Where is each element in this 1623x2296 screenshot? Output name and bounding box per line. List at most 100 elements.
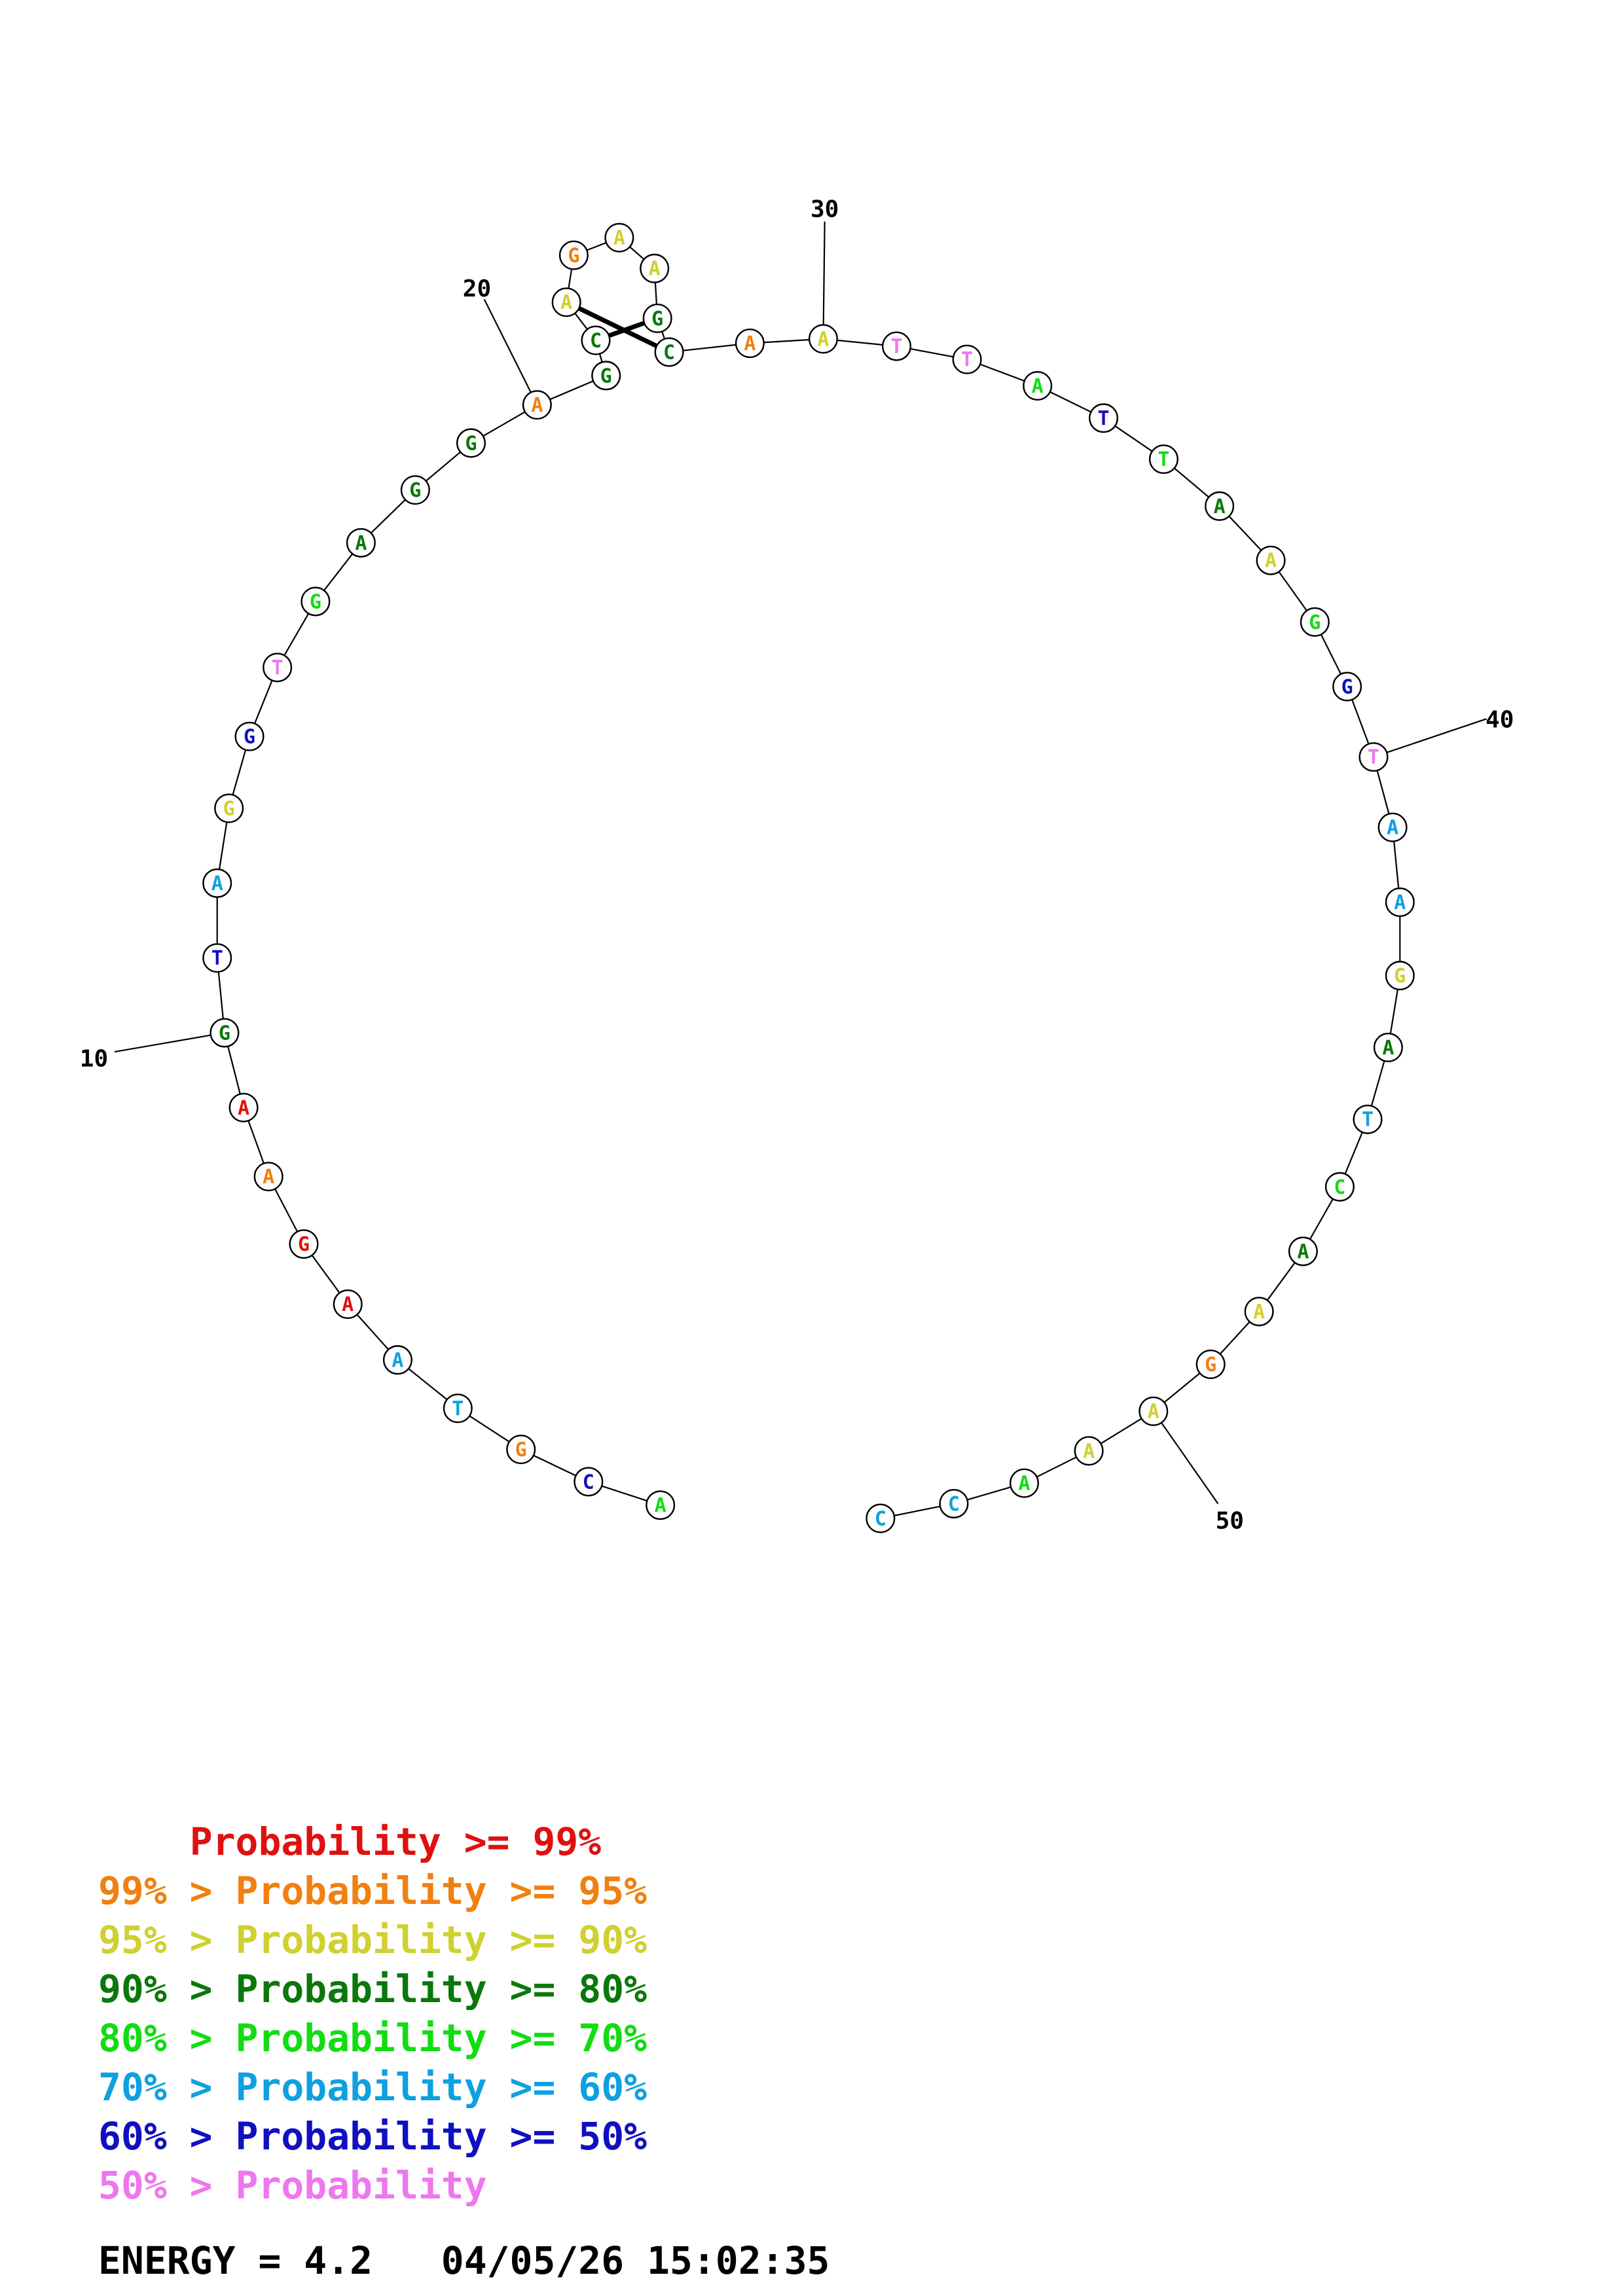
nucleotide-circle	[1385, 961, 1415, 991]
nucleotide: G	[1332, 672, 1362, 702]
nucleotide-circle	[1205, 491, 1235, 521]
nucleotide: T	[202, 943, 232, 973]
nucleotide: G	[642, 303, 672, 333]
nucleotide: A	[253, 1162, 283, 1192]
nucleotide: A	[808, 324, 838, 354]
legend-label: Probability >= 99%	[189, 1820, 602, 1864]
nucleotide-base: T	[890, 335, 902, 358]
nucleotide-base: G	[600, 365, 612, 387]
nucleotide-circle	[882, 331, 911, 361]
nucleotide: A	[522, 390, 552, 420]
nucleotide-base: A	[238, 1097, 249, 1120]
nucleotide-circle	[551, 287, 581, 317]
nucleotide-base: G	[409, 479, 421, 502]
nucleotide: A	[1205, 491, 1235, 521]
nucleotide: A	[1373, 1032, 1403, 1062]
nucleotide-circle	[234, 721, 264, 751]
legend-row: 50% > Probability	[98, 2166, 487, 2204]
nucleotide-base: A	[560, 291, 572, 314]
nucleotide-circle	[1256, 545, 1286, 575]
nucleotide: T	[1353, 1104, 1383, 1134]
nucleotide-base: T	[1098, 407, 1110, 430]
legend-prefix: 90% >	[98, 1967, 236, 2011]
position-label: 10	[80, 1046, 108, 1073]
nucleotide-base: A	[1382, 1037, 1394, 1060]
nucleotide-base: G	[219, 1022, 230, 1045]
nucleotide-circle	[1244, 1297, 1274, 1327]
nucleotide-circle	[253, 1162, 283, 1192]
nucleotide-base: A	[1083, 1440, 1095, 1463]
nucleotide: A	[735, 328, 765, 358]
nucleotide-base: T	[1362, 1109, 1374, 1132]
nucleotide: G	[456, 428, 486, 458]
nucleotide-base: C	[948, 1493, 960, 1516]
nucleotide-base: A	[1297, 1240, 1309, 1263]
legend-prefix: 50% >	[98, 2163, 236, 2208]
nucleotide-circle	[866, 1503, 896, 1534]
nucleotide: A	[228, 1092, 259, 1122]
nucleotide: G	[289, 1229, 319, 1259]
position-label: 20	[463, 276, 491, 302]
nucleotide-circle	[400, 475, 430, 505]
nucleotide: A	[1074, 1436, 1104, 1466]
nucleotide: T	[1089, 403, 1119, 433]
nucleotide-circle	[456, 428, 486, 458]
nucleotide-base: C	[1334, 1176, 1345, 1199]
nucleotide-base: A	[211, 872, 223, 895]
nucleotide: G	[1385, 961, 1415, 991]
nucleotide-base: G	[244, 726, 255, 749]
nucleotide-circle	[1377, 812, 1408, 842]
nucleotide: A	[646, 1490, 676, 1520]
nucleotide-base: T	[452, 1397, 464, 1420]
nucleotide: T	[263, 653, 293, 683]
nucleotide-base: A	[1253, 1300, 1265, 1323]
legend-label: Probability >= 50%	[235, 2114, 647, 2159]
position-label: 50	[1216, 1508, 1244, 1535]
nucleotide-base: A	[531, 394, 543, 417]
nucleotide-circle	[522, 390, 552, 420]
nucleotide-circle	[1139, 1396, 1169, 1426]
nucleotide: C	[939, 1488, 969, 1518]
legend-row: Probability >= 99%	[98, 1820, 602, 1864]
legend-label: Probability >= 95%	[235, 1869, 647, 1913]
nucleotide-circle	[333, 1289, 363, 1319]
legend-row: 70% > Probability >= 60%	[98, 2068, 647, 2106]
legend-prefix: 70% >	[98, 2065, 236, 2109]
nucleotide-circle	[1010, 1468, 1039, 1498]
nucleotide-base: G	[310, 590, 321, 613]
nucleotide: G	[591, 361, 621, 391]
nucleotide-base: G	[1341, 675, 1353, 698]
nucleotide-base: A	[817, 328, 829, 351]
nucleotide: G	[301, 586, 331, 617]
nucleotide: C	[1324, 1172, 1355, 1202]
nucleotide: A	[202, 868, 232, 898]
nucleotide-circle	[346, 528, 376, 558]
nucleotide-circle	[1089, 403, 1119, 433]
nucleotide-circle	[591, 361, 621, 391]
nucleotide-base: A	[355, 532, 367, 555]
legend-row: 80% > Probability >= 70%	[98, 2019, 647, 2057]
nucleotide-base: C	[590, 330, 602, 353]
legend-label: Probability >= 90%	[235, 1918, 647, 1962]
nucleotide-base: G	[1205, 1354, 1216, 1376]
nucleotide: A	[1288, 1236, 1318, 1266]
nucleotide-base: G	[515, 1439, 527, 1462]
nucleotide-circle	[642, 303, 672, 333]
nucleotide-circle	[1023, 370, 1053, 401]
nucleotide-circle	[574, 1467, 604, 1497]
nucleotide-circle	[808, 324, 838, 354]
nucleotide-circle	[581, 325, 611, 355]
nucleotide-base: T	[1158, 448, 1169, 471]
nucleotide: A	[1244, 1297, 1274, 1327]
energy-readout: ENERGY = 4.2 04/05/26 15:02:35	[98, 2238, 830, 2283]
nucleotide: G	[506, 1435, 536, 1465]
nucleotide: A	[604, 223, 634, 253]
nucleotide: G	[1195, 1350, 1226, 1380]
nucleotide-base: T	[1368, 746, 1379, 769]
nucleotide: G	[214, 793, 244, 823]
nucleotide-base: G	[223, 798, 235, 821]
position-tick	[483, 298, 538, 406]
position-tick	[822, 221, 826, 339]
nucleotide-circle	[289, 1229, 319, 1259]
nucleotide-circle	[382, 1345, 412, 1375]
